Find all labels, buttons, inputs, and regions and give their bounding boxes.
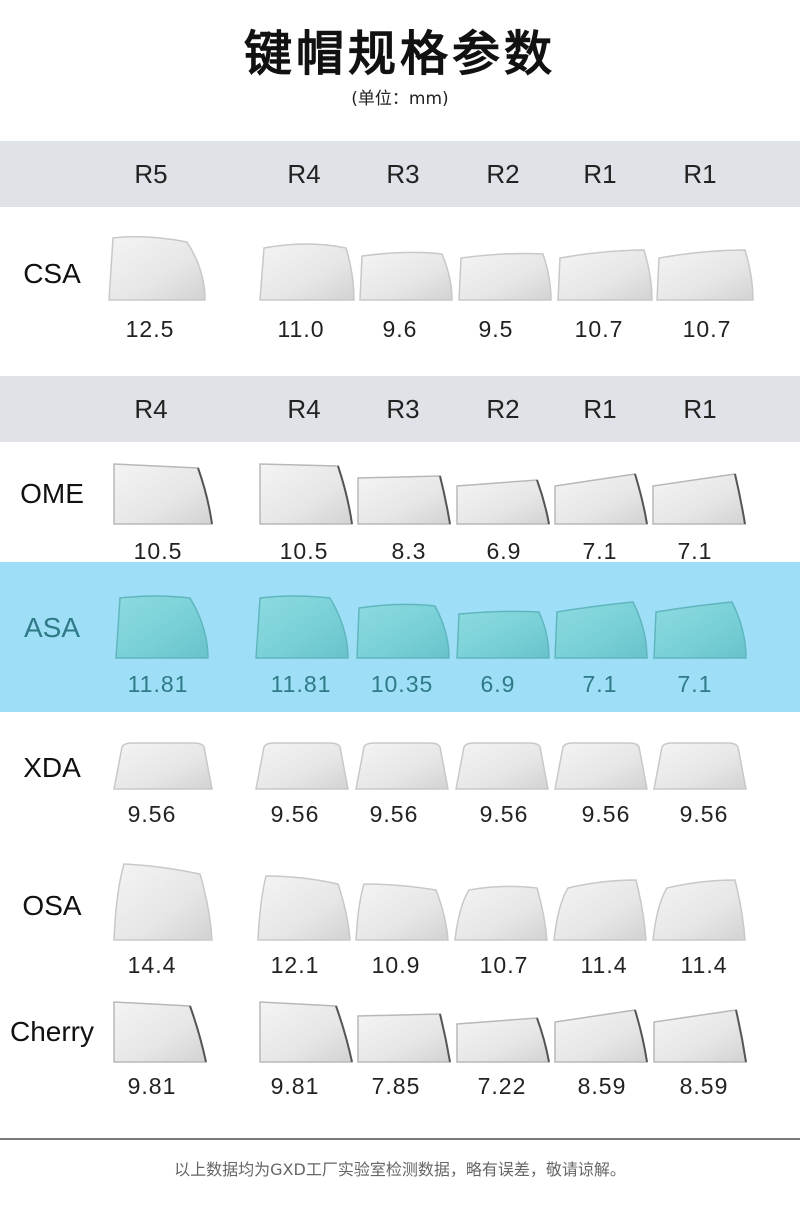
height-value: 9.56 <box>479 801 529 827</box>
height-value: 11.81 <box>127 671 189 697</box>
footnote: 以上数据均为GXD工厂实验室检测数据，略有误差，敬请谅解。 <box>174 1160 626 1179</box>
height-value: 6.9 <box>480 671 516 697</box>
keycap-icon <box>255 595 349 659</box>
height-value: 8.3 <box>391 538 427 564</box>
keycap-icon <box>113 463 213 525</box>
height-value: 12.1 <box>270 952 320 978</box>
height-value: 6.9 <box>486 538 522 564</box>
row-label: R2 <box>486 159 520 189</box>
row-label: R3 <box>386 394 420 424</box>
profile-name-asa: ASA <box>23 612 81 643</box>
height-value: 9.56 <box>270 801 320 827</box>
row-label: R5 <box>134 159 168 189</box>
keycap-icon <box>357 1013 451 1063</box>
height-value: 7.22 <box>477 1073 527 1099</box>
keycap-icon <box>656 249 754 301</box>
keycap-icon <box>554 473 648 525</box>
height-value: 10.35 <box>370 671 434 697</box>
keycap-icon <box>458 252 552 301</box>
height-value: 11.4 <box>580 952 628 978</box>
divider <box>0 1138 800 1140</box>
keycap-icon <box>554 1009 648 1063</box>
keycap-icon <box>257 875 351 941</box>
keycap-icon <box>652 879 746 941</box>
height-value: 7.1 <box>677 538 713 564</box>
height-value: 9.81 <box>270 1073 320 1099</box>
keycap-icon <box>653 601 747 659</box>
height-value: 7.85 <box>371 1073 421 1099</box>
row-label: R1 <box>583 394 617 424</box>
height-value: 9.5 <box>478 316 514 342</box>
height-value: 8.59 <box>577 1073 627 1099</box>
row-label: R4 <box>134 394 168 424</box>
height-value: 9.81 <box>127 1073 177 1099</box>
height-value: 11.0 <box>277 316 325 342</box>
row-label: R1 <box>683 394 717 424</box>
keycap-icon <box>454 885 548 941</box>
keycap-icon <box>653 1009 747 1063</box>
height-value: 9.56 <box>679 801 729 827</box>
height-value: 11.81 <box>270 671 332 697</box>
keycap-icon <box>355 883 449 941</box>
profile-name-xda: XDA <box>23 752 81 783</box>
keycap-icon <box>652 473 746 525</box>
keycap-icon <box>113 742 213 790</box>
height-value: 9.56 <box>369 801 419 827</box>
keycap-icon <box>259 243 355 301</box>
height-value: 10.7 <box>682 316 732 342</box>
row-label: R1 <box>583 159 617 189</box>
row-label: R4 <box>287 159 321 189</box>
keycap-icon <box>113 1001 207 1063</box>
keycap-icon <box>554 601 648 659</box>
height-value: 7.1 <box>677 671 713 697</box>
keycap-icon <box>108 235 206 301</box>
keycap-icon <box>355 742 449 790</box>
row-label: R3 <box>386 159 420 189</box>
height-value: 10.9 <box>371 952 421 978</box>
keycap-icon <box>115 595 209 659</box>
keycap-icon <box>359 251 453 301</box>
height-value: 10.5 <box>279 538 329 564</box>
keycap-icon <box>557 249 653 301</box>
row-label: R2 <box>486 394 520 424</box>
height-value: 12.5 <box>125 316 175 342</box>
height-value: 14.4 <box>127 952 177 978</box>
keycap-icon <box>255 742 349 790</box>
keycap-icon <box>456 479 550 525</box>
profile-name-cherry: Cherry <box>9 1016 94 1047</box>
keycap-icon <box>259 1001 353 1063</box>
row-label: R1 <box>683 159 717 189</box>
height-value: 7.1 <box>582 538 618 564</box>
keycap-icon <box>456 1017 550 1063</box>
keycap-icon <box>456 610 550 659</box>
profile-name-osa: OSA <box>22 890 82 921</box>
keycap-icon <box>455 742 549 790</box>
height-value: 9.6 <box>382 316 418 342</box>
profile-name-csa: CSA <box>23 258 81 289</box>
height-value: 9.56 <box>127 801 177 827</box>
height-value: 10.7 <box>574 316 624 342</box>
row-label: R4 <box>287 394 321 424</box>
row-header-band: R4 R4 R3 R2 R1 R1 <box>0 376 800 442</box>
height-value: 11.4 <box>680 952 728 978</box>
unit-note: (单位：mm) <box>351 89 449 109</box>
height-value: 8.59 <box>679 1073 729 1099</box>
keycap-icon <box>356 603 450 659</box>
height-value: 10.7 <box>479 952 529 978</box>
page-title: 键帽规格参数 <box>243 26 556 82</box>
height-value: 10.5 <box>133 538 183 564</box>
keycap-icon <box>553 879 647 941</box>
keycap-icon <box>357 475 451 525</box>
height-value: 7.1 <box>582 671 618 697</box>
keycap-icon <box>113 863 213 941</box>
keycap-icon <box>554 742 648 790</box>
keycap-icon <box>259 463 353 525</box>
height-value: 9.56 <box>581 801 631 827</box>
keycap-icon <box>653 742 747 790</box>
profile-name-ome: OME <box>20 478 84 509</box>
row-header-band: R5 R4 R3 R2 R1 R1 <box>0 141 800 207</box>
